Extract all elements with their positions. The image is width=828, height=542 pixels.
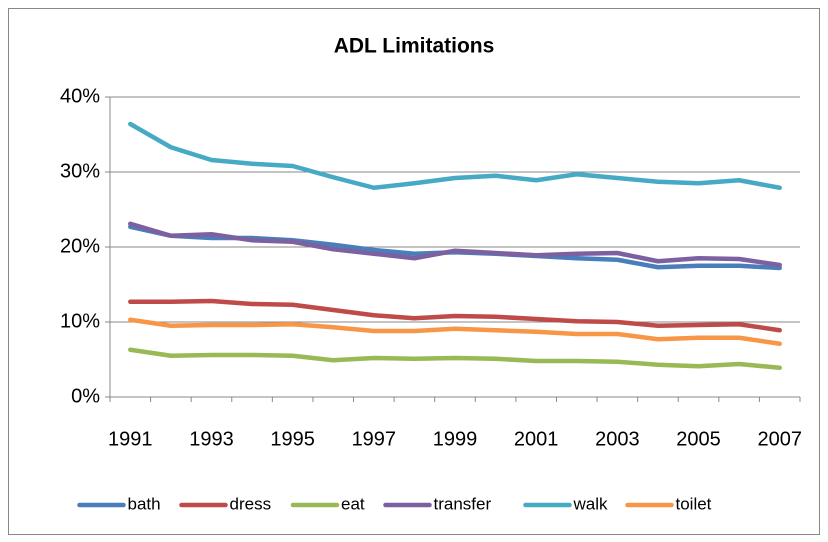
- y-tick-label: 0%: [71, 385, 100, 407]
- x-tick-label: 2005: [676, 428, 721, 450]
- legend-label: bath: [128, 494, 161, 513]
- series-line: [128, 121, 782, 190]
- y-tick-label: 40%: [60, 85, 100, 107]
- series-line: [128, 298, 782, 333]
- x-tick-label: 1991: [108, 428, 153, 450]
- y-tick-label: 30%: [60, 160, 100, 182]
- legend-label: eat: [341, 494, 365, 513]
- x-tick-label: 1993: [189, 428, 234, 450]
- chart-title: ADL Limitations: [334, 35, 495, 58]
- x-tick-label: 1999: [433, 428, 478, 450]
- x-tick-label: 2001: [514, 428, 559, 450]
- series-line: [128, 317, 782, 346]
- chart-border: [8, 8, 820, 535]
- x-tick-label: 2007: [757, 428, 802, 450]
- series-line: [128, 221, 782, 268]
- y-tick-label: 10%: [60, 310, 100, 332]
- x-tick-label: 1995: [270, 428, 315, 450]
- x-tick-label: 1997: [352, 428, 397, 450]
- legend-label: dress: [230, 494, 272, 513]
- legend-label: toilet: [676, 494, 712, 513]
- y-tick-label: 20%: [60, 235, 100, 257]
- legend-label: walk: [573, 494, 609, 513]
- x-tick-label: 2003: [595, 428, 640, 450]
- series-line: [128, 347, 782, 370]
- legend-label: transfer: [434, 494, 492, 513]
